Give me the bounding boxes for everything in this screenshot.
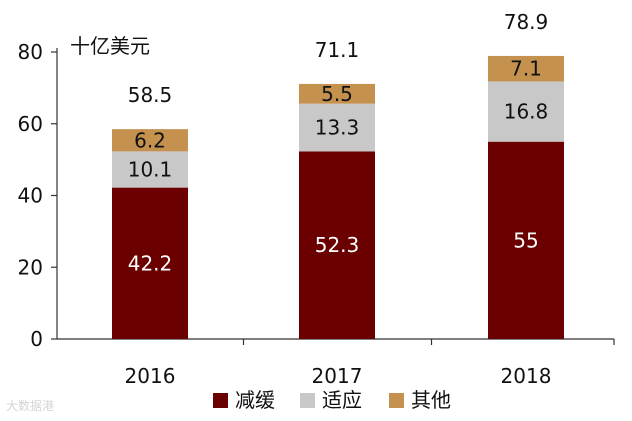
y-tick-label: 20 <box>18 255 43 279</box>
x-tick-label: 2018 <box>501 364 552 388</box>
y-tick-label: 40 <box>18 184 43 208</box>
x-tick-label: 2016 <box>125 364 176 388</box>
bar-segment <box>299 83 375 104</box>
data-label: 7.1 <box>510 57 542 81</box>
legend: 减缓 适应 其他 <box>213 388 451 412</box>
bar-segment <box>488 141 564 339</box>
legend-swatch <box>213 393 228 408</box>
bar-segment <box>488 81 564 142</box>
bar-segment <box>112 151 188 188</box>
labels-group: 2016 2017 2018 42.2 10.1 6.2 58.5 52.3 13.3 5.5 71… <box>125 10 552 388</box>
data-label: 16.8 <box>504 100 549 124</box>
data-label: 55 <box>513 228 538 252</box>
legend-label: 其他 <box>411 388 451 412</box>
y-tick-label: 60 <box>18 112 43 136</box>
data-label: 13.3 <box>315 116 360 140</box>
legend-label: 适应 <box>322 388 362 412</box>
watermark: 大数据港 <box>6 398 54 413</box>
legend-label: 减缓 <box>235 388 275 412</box>
data-label: 5.5 <box>321 82 353 106</box>
bar-segment <box>112 129 188 152</box>
total-label: 71.1 <box>315 38 360 62</box>
x-tick-label: 2017 <box>312 364 363 388</box>
data-label: 42.2 <box>128 251 173 275</box>
bars-group <box>112 55 564 339</box>
bar-segment <box>488 55 564 82</box>
bar-segment <box>299 103 375 152</box>
total-label: 58.5 <box>128 83 173 107</box>
data-label: 10.1 <box>128 157 173 181</box>
total-label: 78.9 <box>504 10 549 34</box>
y-tick-label: 80 <box>18 40 43 64</box>
legend-swatch <box>300 393 315 408</box>
bar-segment <box>112 187 188 339</box>
data-label: 6.2 <box>134 128 166 152</box>
bar-segment <box>299 151 375 339</box>
data-label: 52.3 <box>315 233 360 257</box>
unit-label: 十亿美元 <box>70 34 150 58</box>
legend-swatch <box>389 393 404 408</box>
y-tick-label: 0 <box>30 327 43 351</box>
